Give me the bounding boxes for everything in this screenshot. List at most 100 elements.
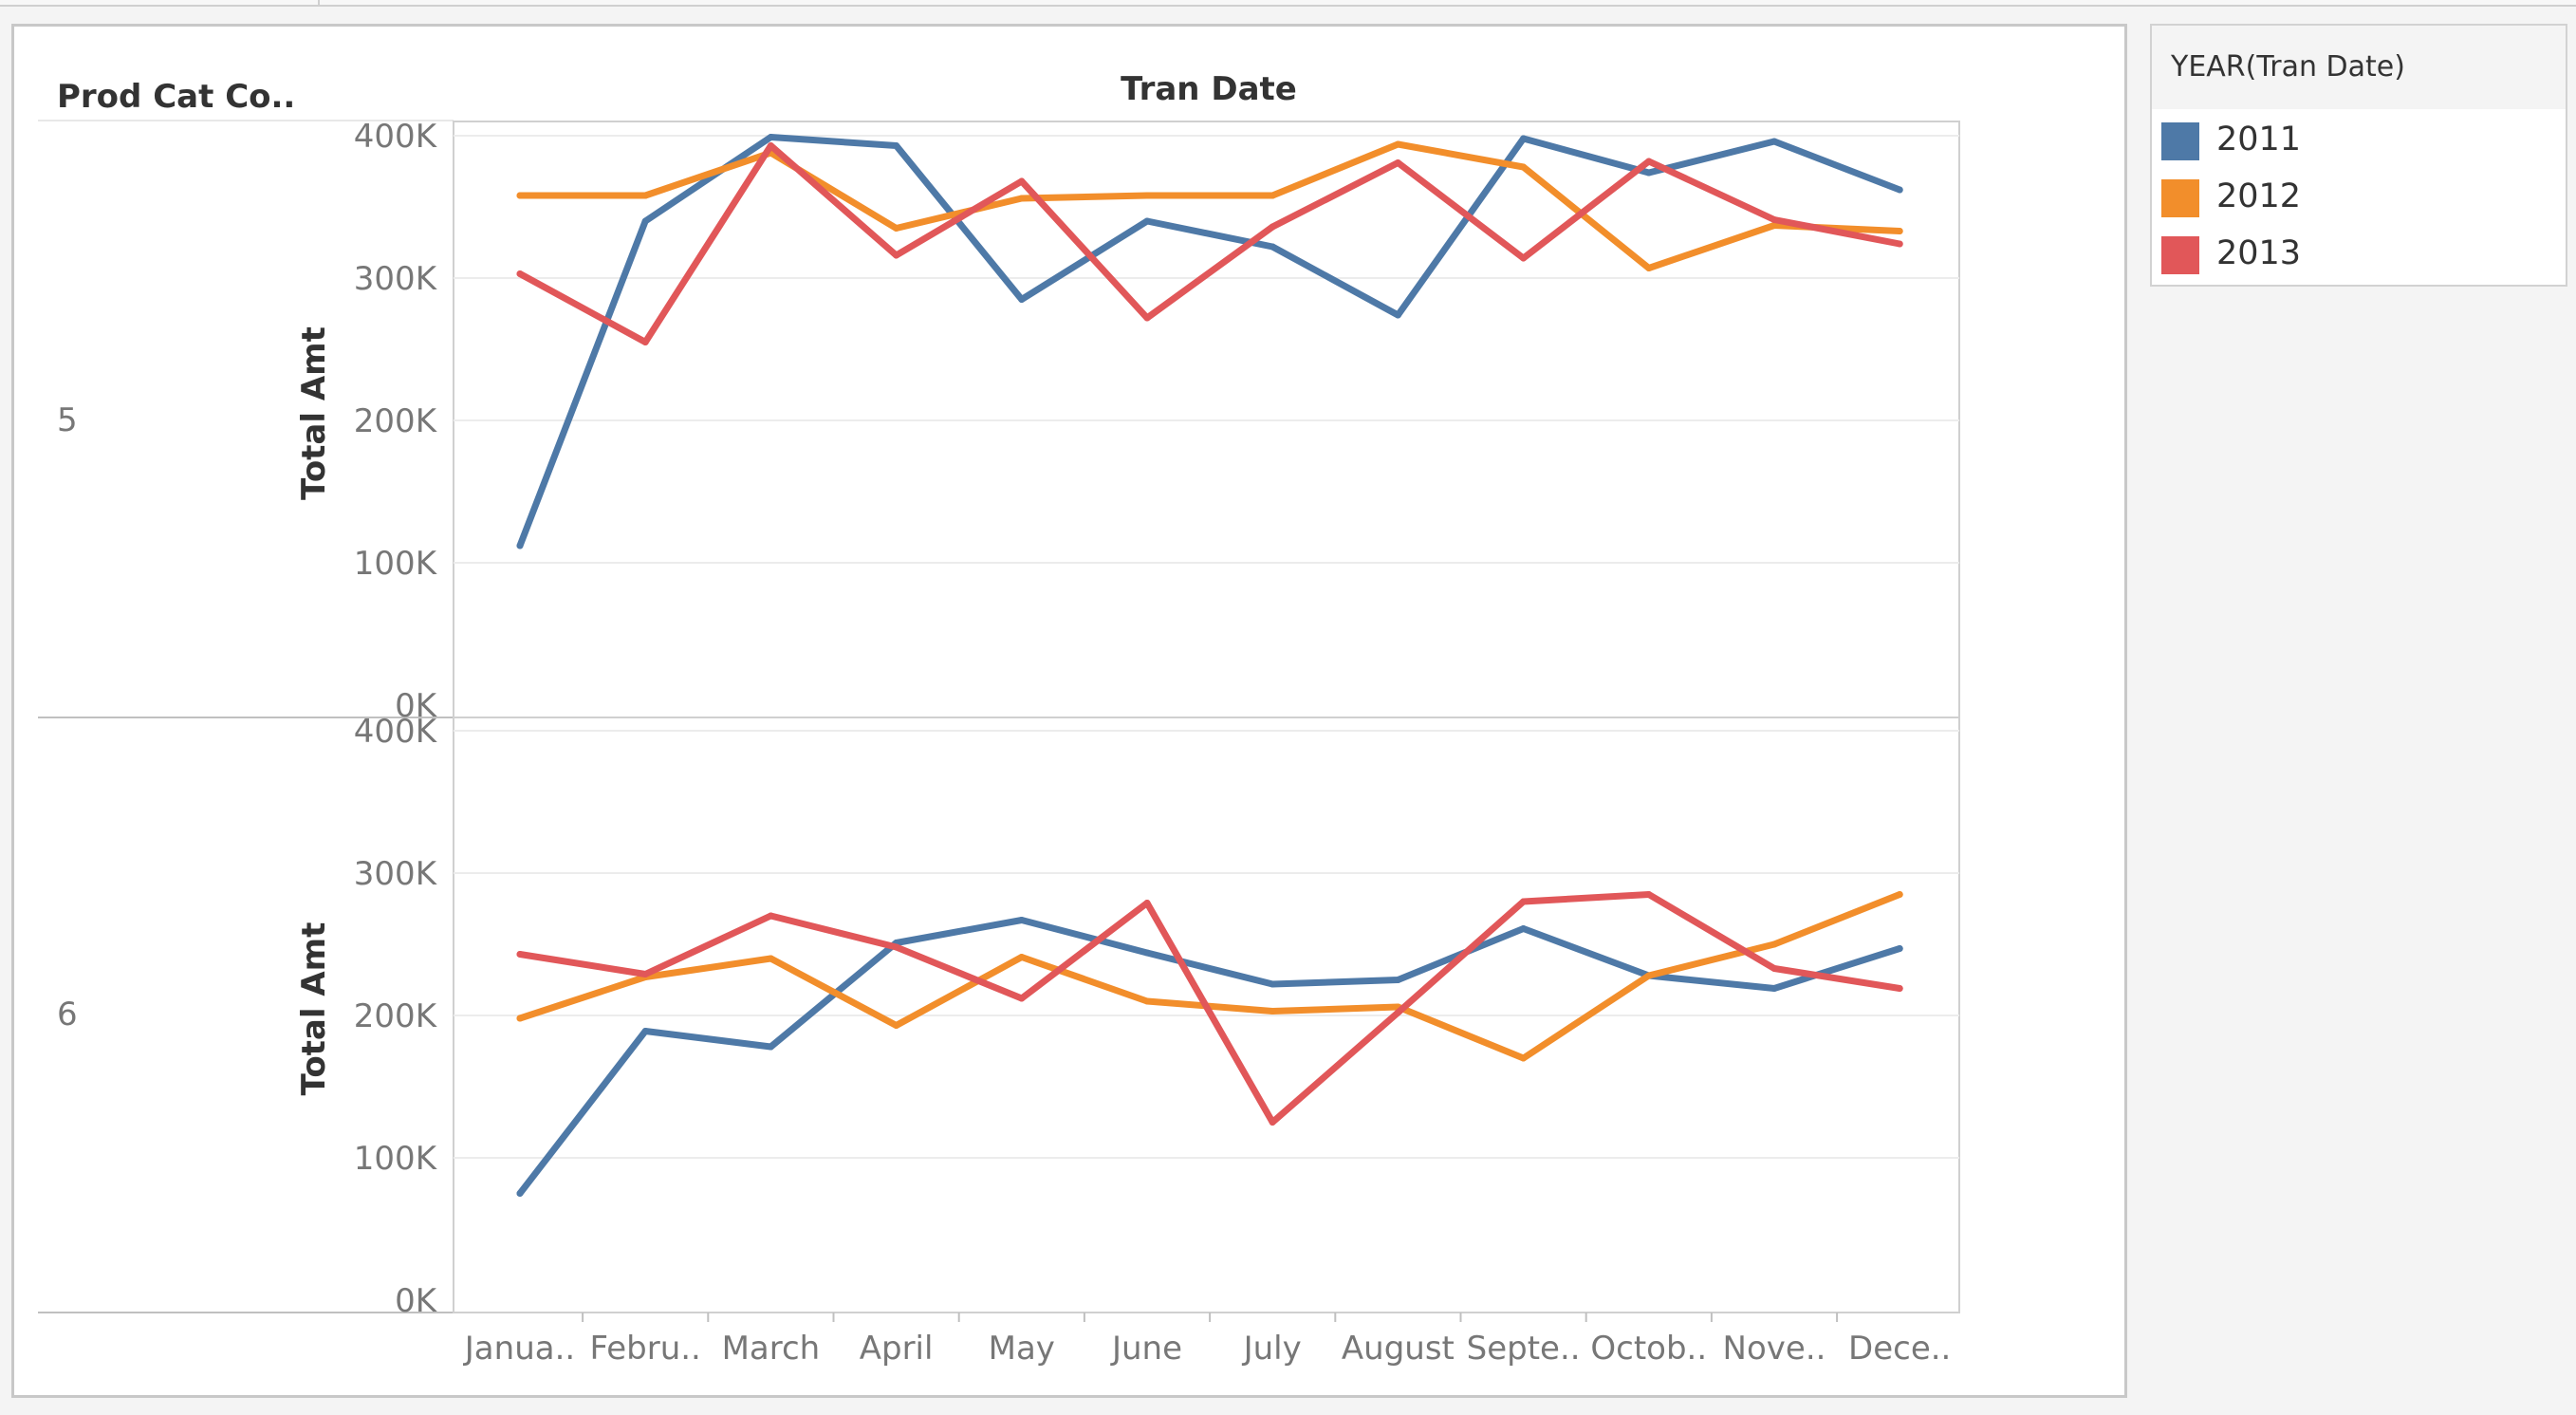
column-header-label[interactable]: Tran Date xyxy=(1121,70,1297,108)
y-tick-label: 0K xyxy=(395,687,438,725)
x-tick-label: Dece.. xyxy=(1848,1330,1951,1368)
data-point-2013 xyxy=(1896,985,1903,992)
data-point-2013 xyxy=(1269,1119,1276,1126)
row-header-label[interactable]: Prod Cat Co.. xyxy=(57,78,295,116)
data-point-2011 xyxy=(641,217,649,225)
x-tick-label: August xyxy=(1342,1330,1455,1368)
data-point-2012 xyxy=(1770,222,1778,229)
data-point-2012 xyxy=(516,1015,524,1022)
data-point-2013 xyxy=(1394,1009,1401,1016)
data-point-2013 xyxy=(1018,177,1026,185)
data-point-2013 xyxy=(1896,240,1903,248)
data-point-2013 xyxy=(1018,995,1026,1002)
data-point-2011 xyxy=(1770,985,1778,992)
legend-item-2013[interactable]: 2013 xyxy=(2161,233,2560,280)
series-line-2013 xyxy=(516,891,1903,1126)
data-point-2011 xyxy=(1394,977,1401,983)
data-point-2012 xyxy=(1269,192,1276,199)
data-point-2013 xyxy=(1770,965,1778,972)
data-point-2011 xyxy=(1896,945,1903,952)
data-point-2013 xyxy=(516,270,524,277)
data-point-2012 xyxy=(1394,140,1401,148)
y-tick-label: 100K xyxy=(354,1140,438,1178)
data-point-2013 xyxy=(767,142,774,149)
row-label: 6 xyxy=(57,996,78,1033)
row-label: 5 xyxy=(57,401,78,439)
legend-swatch xyxy=(2161,122,2199,160)
data-point-2012 xyxy=(641,192,649,199)
toolbar-divider xyxy=(318,0,320,5)
data-point-2013 xyxy=(1394,159,1401,166)
legend-item-2011[interactable]: 2011 xyxy=(2161,119,2560,166)
data-point-2012 xyxy=(1896,891,1903,898)
legend-swatch xyxy=(2161,179,2199,217)
legend-header: YEAR(Tran Date) xyxy=(2152,26,2566,109)
y-tick-label: 400K xyxy=(354,118,438,156)
data-point-2013 xyxy=(1770,216,1778,223)
legend-swatch xyxy=(2161,236,2199,274)
x-tick-label: May xyxy=(989,1330,1055,1368)
data-point-2012 xyxy=(1018,954,1026,960)
data-point-2013 xyxy=(1269,223,1276,231)
data-point-2011 xyxy=(1896,186,1903,194)
y-tick-label: 200K xyxy=(354,997,438,1035)
data-point-2013 xyxy=(1645,158,1653,165)
data-point-2012 xyxy=(1269,1008,1276,1015)
y-tick-label: 300K xyxy=(354,855,438,893)
x-tick-label: Nove.. xyxy=(1723,1330,1826,1368)
data-point-2013 xyxy=(893,251,900,259)
data-point-2011 xyxy=(767,134,774,140)
y-tick-label: 200K xyxy=(354,402,438,440)
x-tick-label: June xyxy=(1110,1330,1182,1368)
data-point-2011 xyxy=(516,1190,524,1197)
x-tick-label: Septe.. xyxy=(1467,1330,1581,1368)
data-point-2011 xyxy=(1520,135,1528,142)
data-point-2011 xyxy=(1645,169,1653,177)
legend-label: 2013 xyxy=(2216,234,2302,272)
worksheet-view xyxy=(11,24,2127,1398)
data-point-2012 xyxy=(1645,972,1653,979)
x-tick-label: July xyxy=(1242,1330,1302,1368)
data-point-2012 xyxy=(893,1022,900,1029)
data-point-2011 xyxy=(1143,949,1151,957)
data-point-2013 xyxy=(516,951,524,958)
data-point-2011 xyxy=(1520,925,1528,932)
x-tick-label: Octob.. xyxy=(1590,1330,1707,1368)
legend-label: 2011 xyxy=(2216,121,2302,158)
data-point-2013 xyxy=(1143,900,1151,906)
data-point-2012 xyxy=(893,225,900,232)
data-point-2012 xyxy=(1018,195,1026,202)
y-axis-title: Total Amt xyxy=(295,922,333,1096)
data-point-2012 xyxy=(1896,228,1903,234)
data-point-2012 xyxy=(1520,1054,1528,1062)
x-tick-label: Febru.. xyxy=(590,1330,701,1368)
data-point-2011 xyxy=(893,142,900,149)
y-tick-label: 300K xyxy=(354,260,438,298)
color-legend[interactable]: YEAR(Tran Date) 2011 2012 2013 xyxy=(2150,24,2567,287)
data-point-2013 xyxy=(1645,891,1653,898)
data-point-2011 xyxy=(1018,296,1026,303)
legend-title: YEAR(Tran Date) xyxy=(2171,50,2405,84)
data-point-2011 xyxy=(1394,311,1401,319)
data-point-2011 xyxy=(1269,980,1276,988)
data-point-2011 xyxy=(767,1043,774,1051)
data-point-2012 xyxy=(1770,940,1778,948)
y-tick-label: 400K xyxy=(354,713,438,751)
series-line-2012 xyxy=(516,140,1903,271)
data-point-2011 xyxy=(1143,217,1151,225)
data-point-2011 xyxy=(1770,138,1778,145)
data-point-2013 xyxy=(1520,254,1528,262)
data-point-2013 xyxy=(641,971,649,977)
data-point-2011 xyxy=(1018,917,1026,923)
data-point-2013 xyxy=(767,912,774,920)
series-line-2013 xyxy=(516,142,1903,345)
series-line-2011 xyxy=(516,917,1903,1197)
top-toolbar-strip xyxy=(0,0,2576,7)
data-point-2012 xyxy=(1143,192,1151,199)
data-point-2011 xyxy=(1269,243,1276,251)
y-tick-label: 0K xyxy=(395,1282,438,1320)
legend-item-2012[interactable]: 2012 xyxy=(2161,176,2560,223)
x-tick-label: April xyxy=(860,1330,934,1368)
data-point-2011 xyxy=(516,542,524,549)
